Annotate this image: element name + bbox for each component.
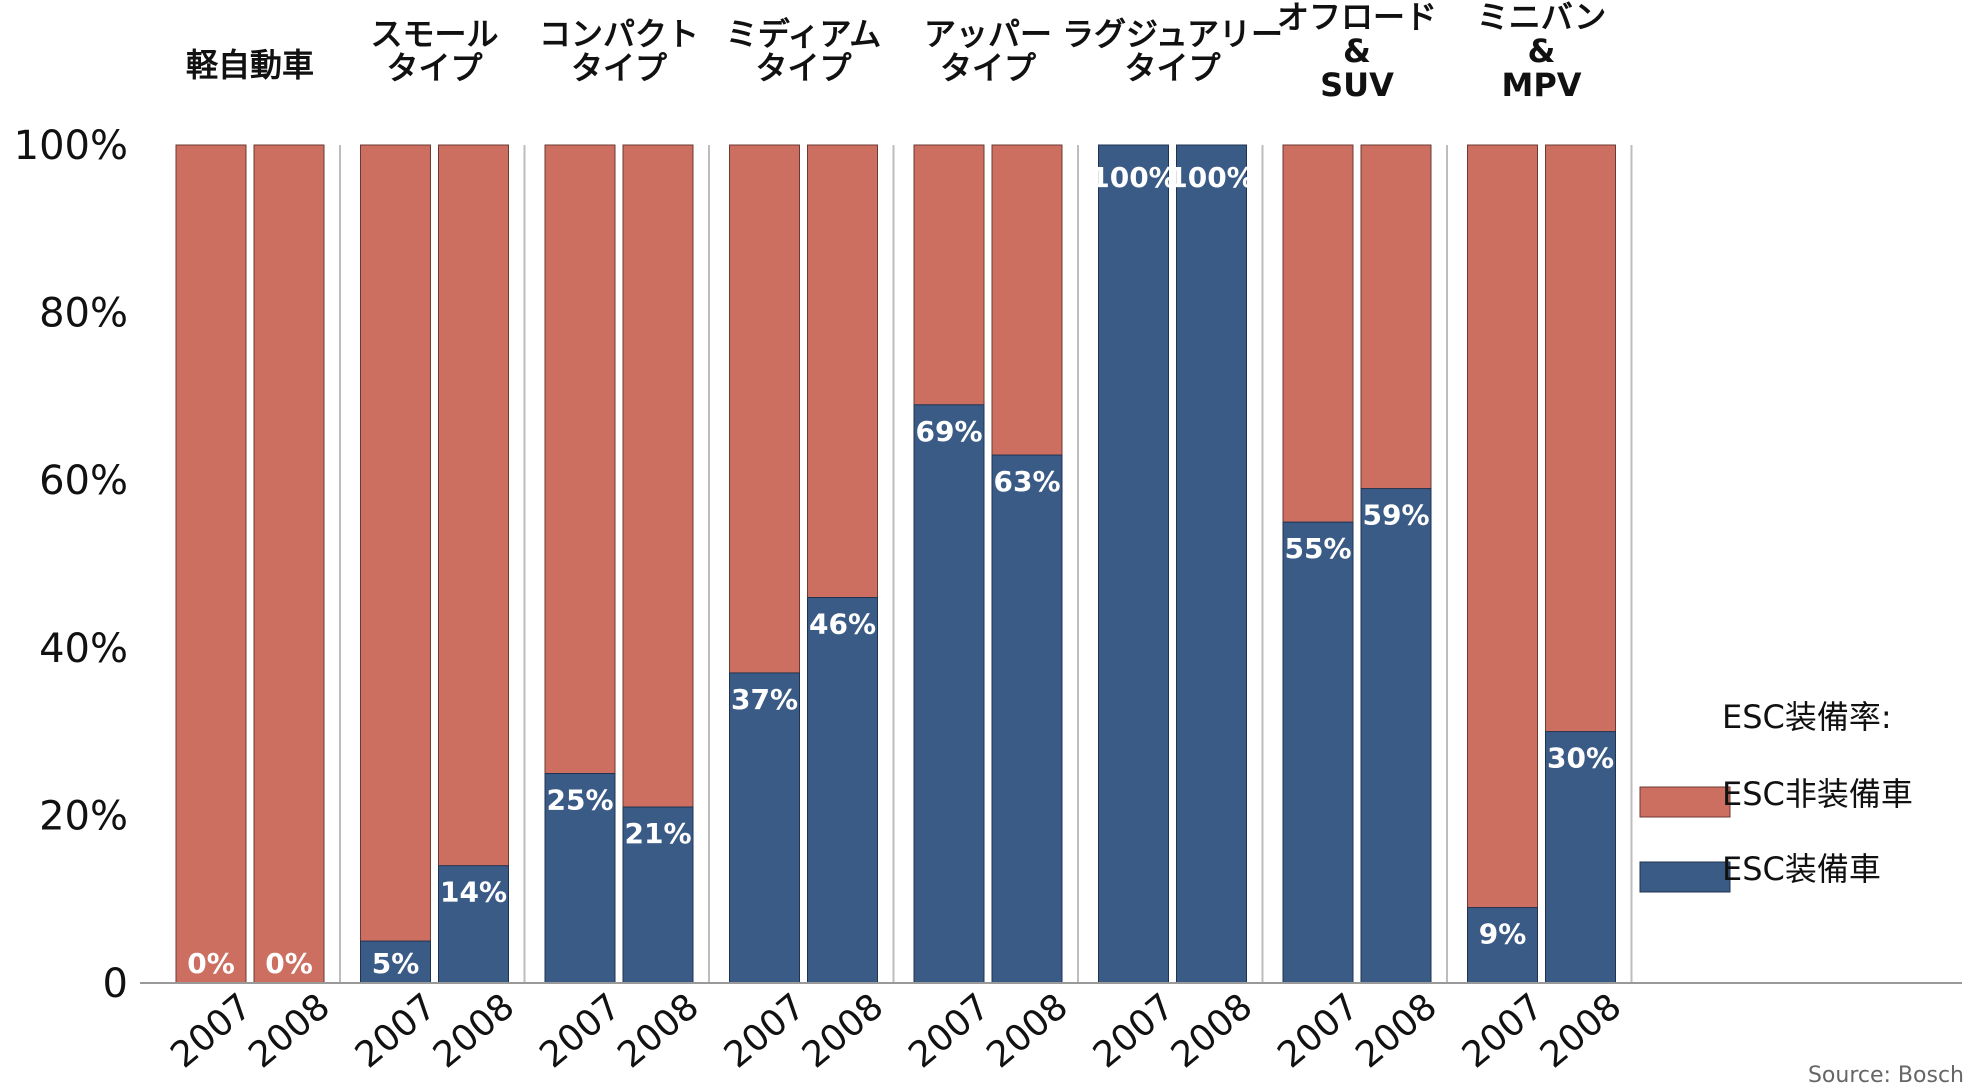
y-tick-label: 40% bbox=[39, 626, 128, 672]
bar-equipped bbox=[1176, 144, 1247, 984]
x-tick-label: 2007 bbox=[348, 986, 445, 1076]
x-tick-label: 2008 bbox=[426, 986, 523, 1076]
y-tick-label: 0 bbox=[103, 961, 128, 1007]
group-separators bbox=[339, 145, 1633, 983]
x-tick-label: 2008 bbox=[979, 986, 1076, 1076]
bar-not-equipped bbox=[175, 144, 247, 984]
category-label: ラグジュアリータイプ bbox=[1062, 15, 1283, 87]
category-label: コンパクトタイプ bbox=[539, 15, 699, 87]
bar-not-equipped bbox=[360, 144, 431, 984]
data-label: 69% bbox=[915, 415, 982, 448]
category-label-line: コンパクト bbox=[539, 15, 699, 53]
bar-equipped bbox=[991, 454, 1063, 984]
data-label: 14% bbox=[440, 876, 507, 909]
data-label: 59% bbox=[1362, 499, 1429, 532]
category-label-line: タイプ bbox=[1124, 49, 1221, 87]
data-label: 25% bbox=[546, 784, 613, 817]
legend: ESC装備率: ESC非装備車 ESC装備車 bbox=[1639, 698, 1913, 893]
data-label: 46% bbox=[809, 608, 876, 641]
data-label: 5% bbox=[372, 947, 420, 980]
category-label-line: スモール bbox=[370, 15, 498, 53]
category-label: オフロード& SUV bbox=[1277, 0, 1437, 104]
x-tick-label: 2007 bbox=[1455, 986, 1552, 1076]
data-label: 0% bbox=[265, 947, 313, 980]
category-label-line: & bbox=[1343, 32, 1371, 70]
x-tick-label: 2008 bbox=[795, 986, 892, 1076]
y-tick-label: 100% bbox=[14, 123, 128, 169]
data-label: 100% bbox=[1168, 161, 1255, 194]
category-label-line: タイプ bbox=[571, 49, 668, 87]
x-tick-label: 2008 bbox=[1348, 986, 1445, 1076]
category-label-line: アッパー bbox=[924, 15, 1052, 53]
legend-label-equipped: ESC装備車 bbox=[1722, 850, 1881, 888]
data-label: 37% bbox=[731, 683, 798, 716]
data-label: 100% bbox=[1090, 161, 1177, 194]
x-tick-label: 2007 bbox=[163, 986, 260, 1076]
category-labels: 軽自動車スモールタイプコンパクトタイプミディアムタイプアッパータイプラグジュアリ… bbox=[186, 0, 1606, 104]
data-label: 9% bbox=[1479, 918, 1527, 951]
category-label: 軽自動車 bbox=[186, 46, 314, 84]
x-tick-label: 2008 bbox=[610, 986, 707, 1076]
data-label: 55% bbox=[1284, 532, 1351, 565]
x-tick-label: 2008 bbox=[1533, 986, 1630, 1076]
category-label: ミニバン& MPV bbox=[1477, 0, 1607, 104]
bar-equipped bbox=[913, 404, 985, 984]
x-tick-label: 2007 bbox=[1270, 986, 1367, 1076]
data-label: 21% bbox=[624, 817, 691, 850]
data-labels: 0% 0% 5% 14% 25% 21% 37% 46% 69% 63% 100%100% 55% 59… bbox=[187, 161, 1614, 980]
bar-equipped bbox=[544, 773, 616, 984]
bar-not-equipped bbox=[253, 144, 325, 984]
bar-equipped bbox=[1360, 488, 1432, 984]
bar-equipped bbox=[438, 865, 509, 984]
bar-equipped bbox=[1098, 144, 1169, 984]
category-label-line: タイプ bbox=[386, 49, 483, 87]
bar-equipped bbox=[729, 672, 800, 984]
bars-layer bbox=[175, 144, 1616, 984]
legend-label-not-equipped: ESC非装備車 bbox=[1722, 775, 1913, 813]
category-label-line: ラグジュアリー bbox=[1062, 15, 1283, 53]
category-label-line: タイプ bbox=[755, 49, 852, 87]
y-tick-label: 60% bbox=[39, 458, 128, 504]
category-label-line: 軽自動車 bbox=[186, 46, 314, 84]
bar-equipped bbox=[1467, 907, 1538, 984]
data-label: 30% bbox=[1547, 742, 1614, 775]
data-label: 0% bbox=[187, 947, 235, 980]
category-label-line: オフロード bbox=[1277, 0, 1437, 36]
bar-equipped bbox=[622, 806, 694, 984]
x-tick-label: 2007 bbox=[532, 986, 629, 1076]
category-label: ミディアムタイプ bbox=[726, 15, 882, 87]
legend-swatch-not-equipped bbox=[1639, 786, 1731, 818]
category-label-line: MPV bbox=[1501, 66, 1581, 104]
x-tick-label: 2007 bbox=[901, 986, 998, 1076]
category-label-line: タイプ bbox=[940, 49, 1037, 87]
y-tick-label: 80% bbox=[39, 291, 128, 337]
legend-title: ESC装備率: bbox=[1722, 698, 1892, 736]
data-label: 63% bbox=[993, 465, 1060, 498]
bar-not-equipped bbox=[1467, 144, 1538, 984]
x-tick-label: 2008 bbox=[1164, 986, 1261, 1076]
bar-equipped bbox=[1282, 521, 1354, 984]
legend-swatch-equipped bbox=[1639, 861, 1731, 893]
y-tick-label: 20% bbox=[39, 793, 128, 839]
x-tick-label: 2008 bbox=[241, 986, 338, 1076]
y-tick-labels: 0 20% 40% 60% 80% 100% bbox=[14, 123, 128, 1007]
bar-equipped bbox=[360, 940, 431, 984]
category-label-line: ミディアム bbox=[726, 15, 882, 53]
source-note: Source: Bosch bbox=[1808, 1063, 1964, 1085]
category-label-line: & bbox=[1528, 32, 1556, 70]
category-label: アッパータイプ bbox=[924, 15, 1052, 87]
bar-equipped bbox=[1545, 731, 1616, 984]
bar-equipped bbox=[807, 597, 878, 984]
category-label-line: SUV bbox=[1320, 66, 1394, 104]
x-tick-label: 2007 bbox=[717, 986, 814, 1076]
category-label: スモールタイプ bbox=[370, 15, 498, 87]
category-label-line: ミニバン bbox=[1477, 0, 1607, 36]
x-tick-label: 2007 bbox=[1086, 986, 1183, 1076]
bar-not-equipped bbox=[438, 144, 509, 984]
